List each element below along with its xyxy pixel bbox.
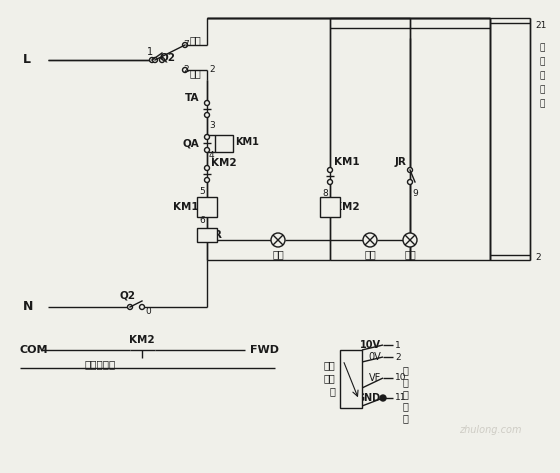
- Text: 端: 端: [539, 86, 545, 95]
- Text: 远传: 远传: [323, 360, 335, 370]
- Circle shape: [150, 58, 155, 62]
- Text: 21: 21: [535, 21, 547, 30]
- Circle shape: [328, 167, 333, 173]
- Text: 变频器端子: 变频器端子: [85, 359, 115, 369]
- Bar: [320, 197, 340, 217]
- Text: KM1: KM1: [334, 157, 360, 167]
- Text: 器: 器: [402, 389, 408, 399]
- Text: 10: 10: [395, 374, 407, 383]
- Circle shape: [408, 179, 413, 184]
- Text: QA: QA: [182, 138, 199, 148]
- Text: 2: 2: [535, 253, 540, 262]
- Text: 2: 2: [395, 352, 400, 361]
- Circle shape: [380, 395, 386, 401]
- Text: JR: JR: [394, 157, 406, 167]
- Text: 变频: 变频: [190, 35, 202, 45]
- Circle shape: [183, 43, 188, 47]
- Circle shape: [152, 58, 157, 62]
- Circle shape: [328, 179, 333, 184]
- Text: FWD: FWD: [250, 345, 279, 355]
- Text: 工频: 工频: [190, 68, 202, 78]
- Text: COM: COM: [20, 345, 49, 355]
- Text: 7: 7: [183, 41, 189, 50]
- Text: KM2: KM2: [211, 158, 237, 168]
- Circle shape: [408, 167, 413, 173]
- Text: 11: 11: [395, 394, 407, 403]
- Text: 10V: 10V: [360, 340, 381, 350]
- Text: KM2: KM2: [334, 202, 360, 212]
- Text: 4: 4: [209, 151, 214, 160]
- Text: 端: 端: [402, 401, 408, 411]
- Text: KM2: KM2: [129, 335, 155, 345]
- Text: 子: 子: [539, 99, 545, 108]
- Text: 器: 器: [539, 71, 545, 80]
- Circle shape: [204, 177, 209, 183]
- Circle shape: [204, 148, 209, 152]
- Text: 故障: 故障: [404, 249, 416, 259]
- Text: 1: 1: [147, 47, 153, 57]
- Text: 3: 3: [209, 122, 214, 131]
- Circle shape: [403, 233, 417, 247]
- Text: 1: 1: [395, 341, 401, 350]
- Bar: [215, 135, 233, 152]
- Text: zhulong.com: zhulong.com: [459, 425, 521, 435]
- Bar: [340, 350, 362, 408]
- Text: 2: 2: [183, 65, 189, 75]
- Circle shape: [183, 68, 188, 72]
- Text: 变: 变: [402, 365, 408, 375]
- Text: JR: JR: [211, 230, 223, 240]
- Text: 频: 频: [402, 377, 408, 387]
- Circle shape: [271, 233, 285, 247]
- Text: 压力: 压力: [323, 373, 335, 383]
- Text: Q2: Q2: [159, 53, 175, 63]
- Text: GND: GND: [357, 393, 381, 403]
- Text: 9: 9: [412, 190, 418, 199]
- Text: 8: 8: [322, 190, 328, 199]
- Text: 工频: 工频: [272, 249, 284, 259]
- Text: 5: 5: [199, 186, 205, 195]
- Circle shape: [139, 305, 144, 309]
- Text: KM1: KM1: [174, 202, 199, 212]
- Circle shape: [204, 166, 209, 170]
- Text: 0V: 0V: [368, 352, 381, 362]
- Text: L: L: [23, 53, 31, 67]
- Text: VF: VF: [368, 373, 381, 383]
- Circle shape: [204, 100, 209, 105]
- Text: 子: 子: [402, 413, 408, 423]
- Circle shape: [128, 305, 133, 309]
- Text: 变: 变: [539, 44, 545, 53]
- Bar: [197, 228, 217, 242]
- Text: 6: 6: [199, 217, 205, 226]
- Text: Q2: Q2: [120, 290, 136, 300]
- Text: 0: 0: [145, 307, 151, 316]
- Text: 2: 2: [209, 65, 214, 75]
- Text: N: N: [23, 300, 34, 314]
- Circle shape: [363, 233, 377, 247]
- Circle shape: [204, 134, 209, 140]
- Text: 表: 表: [329, 386, 335, 396]
- Text: TA: TA: [184, 93, 199, 103]
- Circle shape: [160, 58, 165, 62]
- Bar: [197, 197, 217, 217]
- Circle shape: [204, 113, 209, 117]
- Text: 频: 频: [539, 58, 545, 67]
- Text: KM1: KM1: [235, 137, 259, 147]
- Text: 变频: 变频: [364, 249, 376, 259]
